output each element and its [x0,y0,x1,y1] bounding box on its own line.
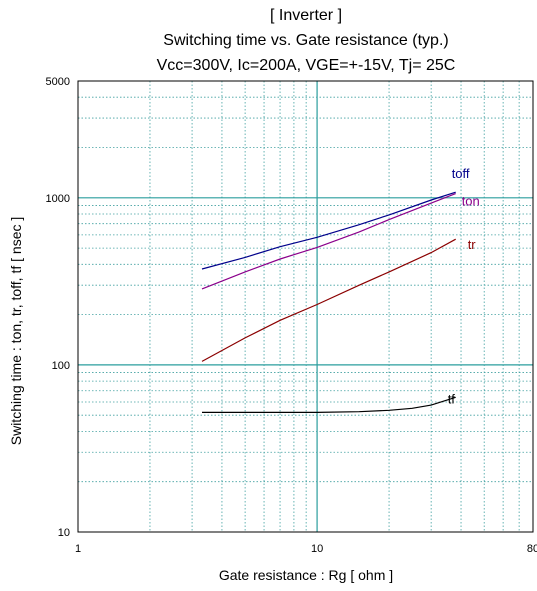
x-axis-label: Gate resistance : Rg [ ohm ] [219,567,393,583]
y-tick-label: 5000 [46,76,70,88]
title-line-2: Switching time vs. Gate resistance (typ.… [163,32,448,49]
chart-title: [ Inverter ] Switching time vs. Gate res… [157,7,456,74]
series-line-toff [201,191,456,270]
title-line-3: Vcc=300V, Ic=200A, VGE=+-15V, Tj= 25C [157,57,456,74]
y-tick-label: 10 [58,527,70,539]
x-tick-label: 80 [527,543,537,555]
x-tick-label: 10 [311,543,323,555]
series-line-ton [201,193,456,290]
y-axis-label: Switching time : ton, tr, toff, tf [ nse… [8,217,24,446]
series-label-ton: ton [462,194,480,209]
y-tick-label: 100 [52,360,70,372]
y-tick-label: 1000 [46,193,70,205]
title-line-1: [ Inverter ] [270,7,342,24]
series-line-tf [202,396,456,413]
series-label-tf: tf [448,391,456,406]
series-line-tr [201,238,456,362]
series-label-toff: toff [452,166,470,181]
x-tick-label: 1 [75,543,81,555]
grid [78,81,533,532]
series: toff ton tr tf [201,166,480,413]
tick-labels: 1 10 80 10 100 1000 5000 [46,76,537,555]
series-label-tr: tr [468,237,477,252]
plot-area [77,80,534,533]
